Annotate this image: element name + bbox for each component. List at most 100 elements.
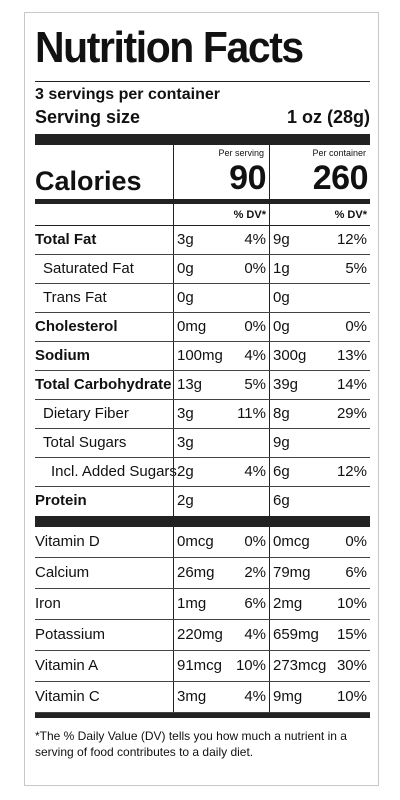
container-dv: 14% <box>336 376 367 393</box>
container-dv: 12% <box>336 231 367 248</box>
nutrient-row-protein: Protein 2g 6g <box>35 487 370 516</box>
vitamin-name: Potassium <box>35 626 106 643</box>
nutrient-row-added-sugars: Incl. Added Sugars 2g 4% 6g 12% <box>35 458 370 487</box>
medium-divider <box>35 713 370 718</box>
serving-amount: 100mg <box>177 347 223 364</box>
serving-dv: 4% <box>244 626 266 643</box>
container-amount: 9g <box>273 231 290 248</box>
nutrient-name: Protein <box>35 492 87 509</box>
nutrient-row-cholesterol: Cholesterol 0mg 0% 0g 0% <box>35 313 370 342</box>
nutrition-label-content: Nutrition Facts 3 servings per container… <box>35 19 370 760</box>
calories-per-container: 260 <box>312 159 369 197</box>
serving-dv: 5% <box>244 376 266 393</box>
calories-row: Calories Per serving 90 Per container 26… <box>35 145 370 199</box>
container-dv: 0% <box>345 318 367 335</box>
serving-dv: 6% <box>244 595 266 612</box>
serving-amount: 0g <box>177 289 194 306</box>
container-amount: 300g <box>273 347 307 364</box>
nutrient-name: Sodium <box>35 347 90 364</box>
serving-amount: 1mg <box>177 595 207 612</box>
per-container-header: Per container <box>312 148 366 158</box>
serving-amount: 3g <box>177 434 194 451</box>
nutrient-row-trans-fat: Trans Fat 0g 0g <box>35 284 370 313</box>
daily-value-footnote: *The % Daily Value (DV) tells you how mu… <box>35 729 347 759</box>
serving-amount: 220mg <box>177 626 223 643</box>
serving-amount: 2g <box>177 463 194 480</box>
nutrient-table: Total Fat 3g 4% 9g 12% Saturated Fat 0g 0% … <box>35 226 370 516</box>
container-dv: 6% <box>345 564 367 581</box>
vitamin-row-vitamin-a: Vitamin A 91mcg 10% 273mcg 30% <box>35 651 370 682</box>
container-amount: 273mcg <box>273 657 327 674</box>
vitamin-name: Vitamin A <box>35 657 99 674</box>
serving-amount: 91mcg <box>177 657 223 674</box>
container-dv: 29% <box>336 405 367 422</box>
daily-value-header-row: % DV* % DV* <box>35 204 370 226</box>
serving-amount: 3g <box>177 231 194 248</box>
vitamin-name: Calcium <box>35 564 90 581</box>
nutrient-name: Dietary Fiber <box>43 405 129 422</box>
nutrient-name: Trans Fat <box>43 289 107 306</box>
serving-size-value: 1 oz (28g) <box>286 107 370 127</box>
nutrient-row-total-fat: Total Fat 3g 4% 9g 12% <box>35 226 370 255</box>
divider <box>35 81 370 82</box>
vitamin-table: Vitamin D 0mcg 0% 0mcg 0% Calcium 26mg 2% 7… <box>35 527 370 713</box>
container-amount: 1g <box>273 260 290 277</box>
container-amount: 659mg <box>273 626 319 643</box>
serving-amount: 0g <box>177 260 194 277</box>
nutrient-name: Incl. Added Sugars <box>51 463 177 480</box>
serving-amount: 13g <box>177 376 203 393</box>
container-amount: 6g <box>273 492 290 509</box>
container-amount: 6g <box>273 463 290 480</box>
calories-per-serving-cell: Per serving 90 <box>173 145 269 199</box>
serving-amount: 0mg <box>177 318 207 335</box>
per-serving-header: Per serving <box>218 148 264 158</box>
vitamin-row-calcium: Calcium 26mg 2% 79mg 6% <box>35 558 370 589</box>
nutrient-row-saturated-fat: Saturated Fat 0g 0% 1g 5% <box>35 255 370 284</box>
vitamin-row-potassium: Potassium 220mg 4% 659mg 15% <box>35 620 370 651</box>
container-dv: 10% <box>336 688 367 705</box>
container-dv: 30% <box>336 657 367 674</box>
container-dv: 10% <box>336 595 367 612</box>
nutrient-row-total-carbohydrate: Total Carbohydrate 13g 5% 39g 14% <box>35 371 370 400</box>
nutrient-name: Saturated Fat <box>43 260 134 277</box>
serving-amount: 2g <box>177 492 194 509</box>
vitamin-name: Vitamin D <box>35 533 100 550</box>
serving-dv: 4% <box>244 347 266 364</box>
serving-dv: 0% <box>244 260 266 277</box>
serving-dv: 4% <box>244 688 266 705</box>
serving-amount: 3g <box>177 405 194 422</box>
vitamin-name: Vitamin C <box>35 688 100 705</box>
serving-dv: 0% <box>244 533 266 550</box>
calories-per-serving: 90 <box>229 159 266 197</box>
container-amount: 2mg <box>273 595 303 612</box>
vitamin-row-vitamin-d: Vitamin D 0mcg 0% 0mcg 0% <box>35 527 370 558</box>
serving-dv: 4% <box>244 463 266 480</box>
vitamin-row-iron: Iron 1mg 6% 2mg 10% <box>35 589 370 620</box>
dv-header-serving: % DV* <box>173 204 269 225</box>
container-amount: 9g <box>273 434 290 451</box>
serving-amount: 0mcg <box>177 533 214 550</box>
nutrition-label: Nutrition Facts 3 servings per container… <box>24 12 379 786</box>
nutrient-row-dietary-fiber: Dietary Fiber 3g 11% 8g 29% <box>35 400 370 429</box>
container-amount: 79mg <box>273 564 311 581</box>
medium-divider <box>35 199 370 204</box>
dv-header-container: % DV* <box>269 204 370 225</box>
serving-dv: 11% <box>237 405 266 422</box>
serving-size-label: Serving size <box>35 107 141 127</box>
calories-label: Calories <box>35 166 142 196</box>
serving-dv: 2% <box>244 564 266 581</box>
container-amount: 0mcg <box>273 533 310 550</box>
nutrient-name: Cholesterol <box>35 318 118 335</box>
label-title: Nutrition Facts <box>35 23 304 72</box>
container-amount: 39g <box>273 376 299 393</box>
container-dv: 15% <box>336 626 367 643</box>
nutrient-row-total-sugars: Total Sugars 3g 9g <box>35 429 370 458</box>
nutrient-name: Total Sugars <box>43 434 127 451</box>
container-amount: 0g <box>273 289 290 306</box>
serving-dv: 0% <box>244 318 266 335</box>
nutrient-row-sodium: Sodium 100mg 4% 300g 13% <box>35 342 370 371</box>
container-amount: 9mg <box>273 688 303 705</box>
calories-per-container-cell: Per container 260 <box>269 145 370 199</box>
nutrient-name: Total Fat <box>35 231 97 248</box>
serving-dv: 10% <box>235 657 266 674</box>
